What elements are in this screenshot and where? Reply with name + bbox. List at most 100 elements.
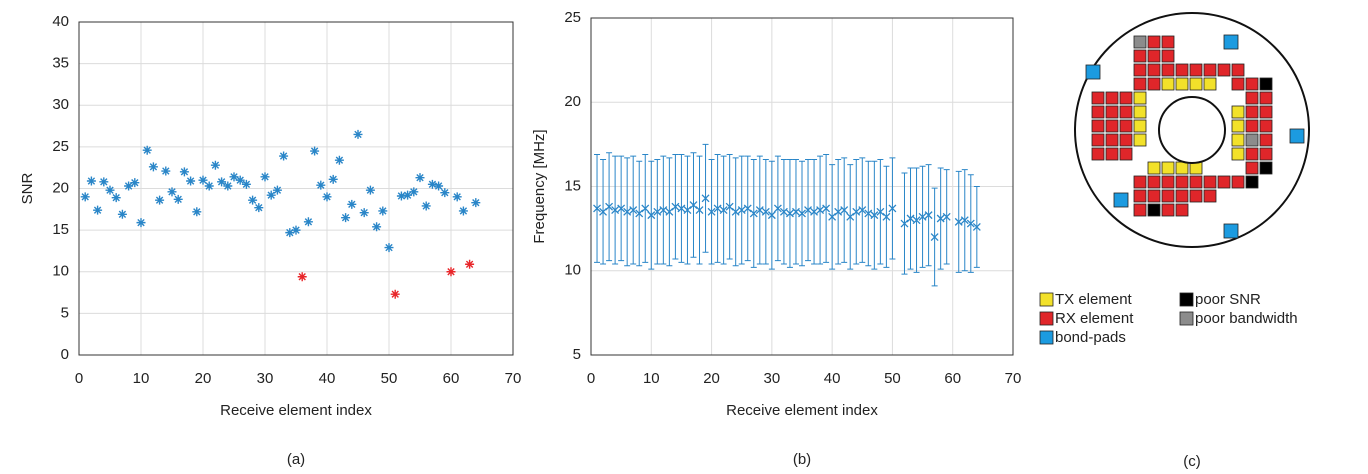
element: [1133, 189, 1147, 203]
x-tick-label: 70: [1005, 370, 1022, 387]
x-tick-label: 40: [319, 370, 336, 387]
element: [1147, 49, 1161, 63]
element: [1259, 91, 1273, 105]
x-tick-label: 10: [133, 370, 150, 387]
legend-swatch: [1179, 311, 1194, 326]
marker: [737, 206, 746, 215]
y-tick-label: 5: [573, 346, 581, 363]
marker: [792, 207, 800, 216]
inner-ring: [1158, 96, 1226, 164]
marker: [229, 172, 239, 182]
x-tick-label: 40: [824, 370, 841, 387]
bond-pad: [1289, 128, 1305, 144]
legend-swatch: [1039, 311, 1054, 326]
marker: [731, 207, 740, 216]
marker: [471, 198, 481, 208]
y-tick-label: 20: [52, 179, 69, 196]
y-axis-label: Frequency [MHz]: [531, 129, 548, 243]
marker: [876, 207, 885, 216]
marker: [322, 192, 332, 202]
marker: [611, 206, 620, 215]
marker: [136, 218, 146, 228]
marker: [279, 151, 289, 161]
marker: [248, 195, 258, 205]
marker: [629, 206, 638, 215]
marker: [328, 174, 338, 184]
element: [1105, 105, 1119, 119]
marker: [906, 214, 915, 223]
marker: [241, 179, 251, 189]
element: [1189, 175, 1203, 189]
marker: [924, 211, 933, 220]
element: [1105, 119, 1119, 133]
marker: [671, 202, 680, 211]
element: [1175, 175, 1189, 189]
element: [1161, 63, 1175, 77]
marker: [816, 206, 825, 215]
marker: [409, 187, 419, 197]
x-tick-label: 0: [587, 370, 595, 387]
element: [1161, 203, 1175, 217]
element: [1259, 77, 1273, 91]
marker: [707, 207, 716, 216]
marker: [846, 212, 855, 221]
marker: [852, 207, 861, 216]
legend-label: poor bandwidth: [1195, 310, 1298, 327]
marker: [834, 207, 843, 216]
marker: [804, 206, 812, 215]
element: [1259, 119, 1273, 133]
marker: [798, 209, 806, 218]
element: [1133, 63, 1147, 77]
marker: [617, 204, 626, 213]
element: [1231, 175, 1245, 189]
marker: [167, 187, 177, 197]
marker: [291, 225, 301, 235]
element: [1091, 119, 1105, 133]
marker: [773, 204, 782, 213]
element: [1245, 161, 1259, 175]
marker: [105, 185, 115, 195]
element: [1259, 161, 1273, 175]
element: [1245, 77, 1259, 91]
marker: [749, 209, 758, 218]
element: [1091, 105, 1105, 119]
marker: [99, 177, 109, 187]
marker: [130, 178, 140, 188]
marker: [365, 185, 375, 195]
marker: [954, 217, 963, 226]
marker: [458, 206, 468, 216]
marker: [828, 212, 837, 221]
marker: [930, 233, 939, 242]
axes-frame: [590, 17, 1014, 356]
legend-label: poor SNR: [1195, 291, 1261, 308]
element: [1133, 49, 1147, 63]
element: [1147, 161, 1161, 175]
marker: [605, 202, 614, 211]
marker: [272, 185, 282, 195]
element: [1119, 119, 1133, 133]
x-tick-label: 0: [75, 370, 83, 387]
marker: [635, 209, 644, 218]
marker: [390, 289, 400, 299]
x-tick-label: 20: [703, 370, 720, 387]
marker: [779, 207, 788, 216]
y-tick-label: 25: [564, 9, 581, 26]
marker: [266, 190, 276, 200]
element: [1231, 119, 1245, 133]
marker: [972, 222, 981, 231]
x-axis-label: Receive element index: [220, 402, 372, 419]
y-tick-label: 10: [564, 262, 581, 279]
element: [1133, 91, 1147, 105]
marker: [403, 190, 413, 200]
y-axis-label: SNR: [19, 172, 36, 204]
marker: [653, 207, 662, 216]
marker: [452, 192, 462, 202]
marker: [384, 243, 394, 253]
element: [1245, 119, 1259, 133]
marker: [427, 179, 437, 189]
caption: (a): [287, 451, 305, 468]
element: [1259, 105, 1273, 119]
element: [1217, 175, 1231, 189]
element: [1231, 133, 1245, 147]
bond-pad: [1113, 192, 1129, 208]
